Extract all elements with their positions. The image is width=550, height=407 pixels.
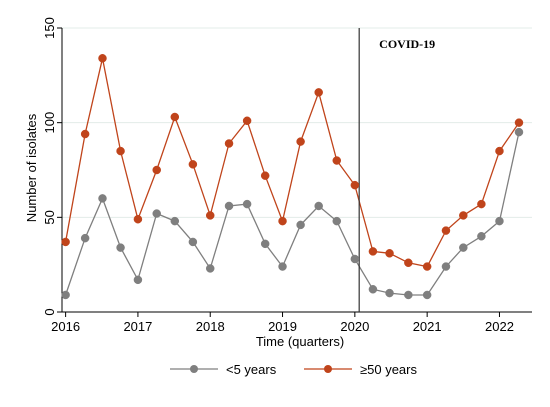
data-point-1 — [459, 211, 468, 220]
data-point-1 — [350, 180, 360, 190]
x-tick-label: 2018 — [196, 319, 225, 334]
data-point-1 — [98, 54, 107, 63]
data-point-1 — [61, 237, 70, 247]
data-point-1 — [242, 116, 252, 126]
data-point-1 — [422, 262, 432, 271]
data-point-0 — [116, 243, 125, 252]
data-point-0 — [152, 209, 161, 218]
data-point-0 — [514, 127, 524, 137]
data-point-1 — [133, 214, 143, 224]
series-line-0 — [64, 131, 520, 296]
data-point-0 — [459, 243, 468, 252]
data-points — [61, 54, 524, 300]
data-point-0 — [422, 290, 432, 300]
data-point-1 — [80, 129, 90, 139]
data-point-0 — [170, 216, 180, 226]
y-tick-label: 0 — [42, 308, 57, 315]
data-point-1 — [385, 249, 394, 258]
data-point-1 — [205, 211, 215, 220]
x-tick-label: 2017 — [123, 319, 152, 334]
x-tick-label: 2021 — [413, 319, 442, 334]
legend-marker-1 — [324, 365, 332, 373]
legend-label-0: <5 years — [226, 362, 277, 377]
annotation-label: COVID-19 — [379, 37, 435, 51]
data-point-1 — [495, 146, 504, 156]
legend-marker-0 — [190, 365, 198, 373]
data-point-0 — [242, 199, 252, 209]
data-point-0 — [296, 220, 305, 230]
x-tick-label: 2019 — [268, 319, 297, 334]
data-point-1 — [441, 226, 451, 235]
data-point-1 — [260, 171, 270, 180]
data-point-0 — [260, 239, 270, 249]
x-tick-label: 2022 — [485, 319, 514, 334]
data-point-0 — [332, 216, 342, 226]
data-point-1 — [224, 139, 234, 148]
data-point-1 — [170, 112, 180, 122]
data-point-0 — [314, 201, 323, 211]
legend-label-1: ≥50 years — [360, 362, 417, 377]
data-point-0 — [350, 254, 360, 264]
y-tick-label: 150 — [42, 17, 57, 39]
data-point-1 — [404, 258, 413, 268]
data-point-0 — [385, 288, 394, 298]
x-tick-label: 2020 — [340, 319, 369, 334]
data-point-1 — [116, 146, 125, 156]
axes: 0 50 100 150 2016 2017 2018 2019 2020 2021 2022 — [42, 17, 532, 334]
data-point-0 — [133, 275, 143, 285]
y-tick-label: 50 — [42, 210, 57, 224]
data-point-0 — [205, 264, 215, 273]
data-point-0 — [368, 285, 378, 294]
data-point-1 — [514, 118, 524, 127]
x-axis-title: Time (quarters) — [256, 334, 344, 349]
y-axis-title: Number of isolates — [24, 113, 39, 222]
data-point-0 — [495, 216, 504, 226]
data-point-1 — [152, 165, 161, 175]
data-point-0 — [278, 262, 287, 271]
x-tick-label: 2016 — [51, 319, 80, 334]
data-point-0 — [477, 232, 486, 241]
data-point-1 — [188, 160, 198, 169]
data-point-1 — [368, 247, 378, 256]
data-point-1 — [332, 156, 342, 165]
data-point-0 — [98, 194, 107, 203]
data-point-0 — [441, 262, 451, 271]
legend: <5 years ≥50 years — [170, 362, 417, 377]
data-point-0 — [80, 233, 90, 243]
annotations: COVID-19 — [358, 28, 435, 312]
data-point-1 — [314, 88, 323, 97]
data-point-1 — [477, 199, 486, 209]
data-point-0 — [61, 290, 70, 300]
series-line-1 — [64, 58, 520, 268]
y-tick-label: 100 — [42, 112, 57, 134]
data-point-0 — [404, 290, 413, 300]
data-point-0 — [188, 237, 198, 247]
series-lines — [64, 58, 520, 296]
data-point-0 — [224, 201, 234, 211]
data-point-1 — [278, 216, 287, 226]
data-point-1 — [296, 137, 305, 146]
